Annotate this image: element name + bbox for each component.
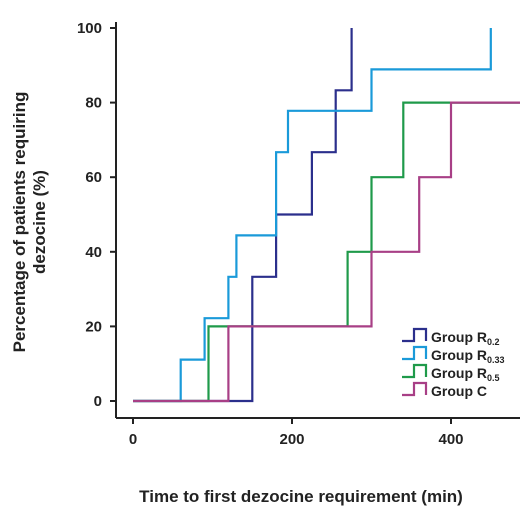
y-tick-label: 60 — [85, 169, 102, 186]
series-layer — [133, 28, 520, 403]
legend-label: Group R0.5 — [431, 365, 500, 383]
y-axis-title-line-2: dezocine (%) — [30, 170, 49, 274]
x-axis-title: Time to first dezocine requirement (min) — [139, 487, 463, 506]
legend-swatch — [402, 381, 428, 397]
y-tick-label: 40 — [85, 244, 102, 261]
y-axis-title-line-1: Percentage of patients requiring — [10, 92, 29, 353]
series-line-4 — [133, 101, 520, 403]
legend-label: Group R0.33 — [431, 347, 505, 365]
y-tick-label: 100 — [77, 20, 102, 37]
legend-swatch — [402, 363, 428, 379]
series-line-1 — [133, 28, 353, 403]
x-tick-label: 400 — [438, 431, 463, 448]
y-axis-title-group: Percentage of patients requiring dezocin… — [10, 92, 49, 353]
y-tick-label: 0 — [94, 393, 102, 410]
series-line-2 — [133, 28, 492, 403]
x-tick-label: 0 — [129, 431, 137, 448]
legend-swatch — [402, 345, 428, 361]
series-line-3 — [133, 101, 520, 403]
y-tick-label: 80 — [85, 95, 102, 112]
y-tick-label: 20 — [85, 318, 102, 335]
axes: 0204060801000200400600 — [77, 20, 520, 448]
x-tick-label: 200 — [279, 431, 304, 448]
legend-label: Group C — [431, 383, 487, 399]
legend-label: Group R0.2 — [431, 329, 500, 347]
legend-swatch — [402, 327, 428, 343]
